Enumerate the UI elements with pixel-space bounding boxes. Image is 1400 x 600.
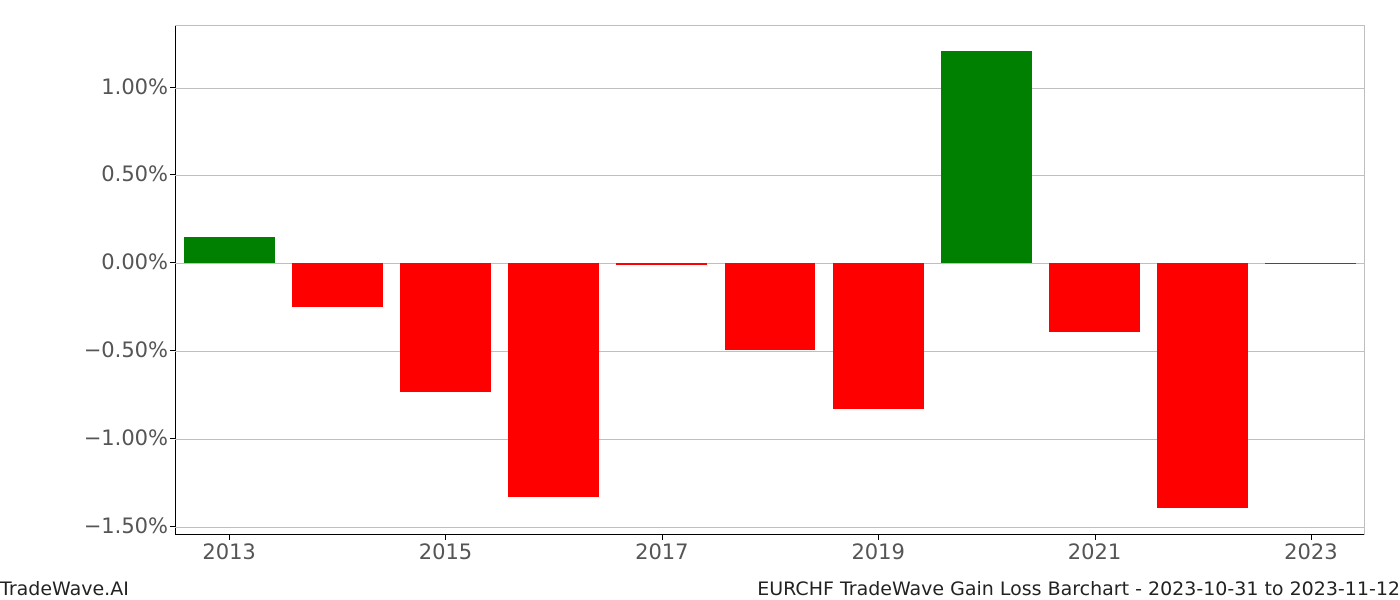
x-tick-mark <box>229 535 230 540</box>
footer-brand: TradeWave.AI <box>0 578 129 600</box>
gridline <box>175 175 1364 176</box>
bar <box>725 263 816 349</box>
x-tick-mark <box>445 535 446 540</box>
gridline <box>175 88 1364 89</box>
bar <box>1049 263 1140 332</box>
x-tick-label: 2019 <box>851 540 904 564</box>
y-tick-mark <box>170 174 175 175</box>
y-tick-mark <box>170 438 175 439</box>
x-tick-mark <box>1095 535 1096 540</box>
x-tick-label: 2013 <box>202 540 255 564</box>
bar <box>616 263 707 265</box>
y-tick-label: −0.50% <box>84 338 168 362</box>
bar <box>941 51 1032 264</box>
bar <box>292 263 383 307</box>
x-tick-mark <box>878 535 879 540</box>
x-tick-label: 2021 <box>1068 540 1121 564</box>
bar <box>833 263 924 409</box>
y-tick-label: 1.00% <box>101 75 168 99</box>
bar <box>1265 263 1356 264</box>
bar <box>184 237 275 263</box>
bar <box>1157 263 1248 507</box>
x-tick-label: 2017 <box>635 540 688 564</box>
y-tick-label: −1.00% <box>84 426 168 450</box>
gridline <box>175 527 1364 528</box>
y-tick-label: −1.50% <box>84 514 168 538</box>
x-tick-mark <box>1311 535 1312 540</box>
bar <box>400 263 491 391</box>
x-tick-mark <box>662 535 663 540</box>
x-tick-label: 2015 <box>419 540 472 564</box>
chart-plot-area <box>175 25 1365 535</box>
y-tick-label: 0.00% <box>101 250 168 274</box>
x-tick-label: 2023 <box>1284 540 1337 564</box>
y-tick-mark <box>170 262 175 263</box>
y-tick-label: 0.50% <box>101 162 168 186</box>
footer-caption: EURCHF TradeWave Gain Loss Barchart - 20… <box>757 578 1400 600</box>
y-tick-mark <box>170 526 175 527</box>
y-tick-mark <box>170 87 175 88</box>
x-axis-line <box>175 534 1364 535</box>
y-axis-line <box>175 26 176 535</box>
y-tick-mark <box>170 350 175 351</box>
bar <box>508 263 599 497</box>
